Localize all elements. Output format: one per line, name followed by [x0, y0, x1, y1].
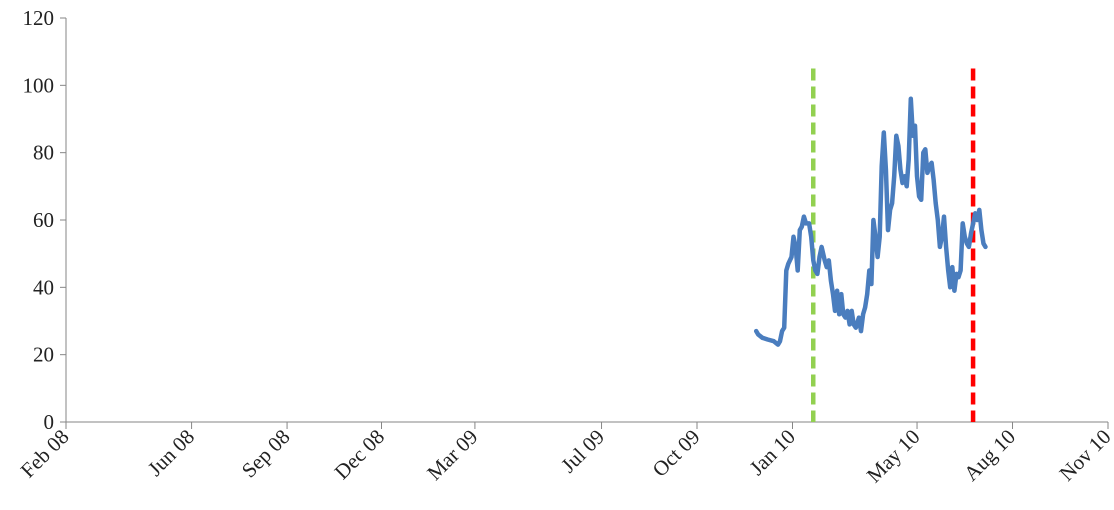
y-tick-label: 120 — [23, 6, 55, 30]
y-tick-label: 0 — [44, 410, 55, 434]
series-line — [753, 96, 988, 347]
marker-lines — [811, 68, 976, 422]
y-tick-label: 100 — [23, 73, 55, 97]
x-tick-label: Jul 09 — [556, 425, 609, 478]
x-tick-label: Aug 10 — [959, 425, 1020, 486]
series-lines — [753, 96, 988, 347]
x-axis: Feb 08 Jun 08 Sep 08 Dec 08 Mar 09 Jul 09 Oct … — [16, 421, 1114, 488]
x-tick-label: Nov 10 — [1054, 425, 1114, 486]
x-tick-label: Sep 08 — [237, 425, 295, 483]
x-tick-label: Dec 08 — [330, 425, 389, 484]
y-tick-label: 80 — [33, 141, 54, 165]
x-tick-label: Jan 10 — [745, 425, 800, 480]
y-tick-label: 20 — [33, 343, 54, 367]
x-tick-label: Mar 09 — [422, 425, 482, 485]
y-tick-label: 60 — [33, 208, 54, 232]
x-tick-label: Oct 09 — [648, 425, 705, 482]
y-axis: 0 20 40 60 80 100 120 — [23, 6, 67, 434]
x-tick-label: May 10 — [862, 425, 925, 488]
x-tick-label: Jun 08 — [143, 425, 199, 481]
y-tick-label: 40 — [33, 275, 54, 299]
